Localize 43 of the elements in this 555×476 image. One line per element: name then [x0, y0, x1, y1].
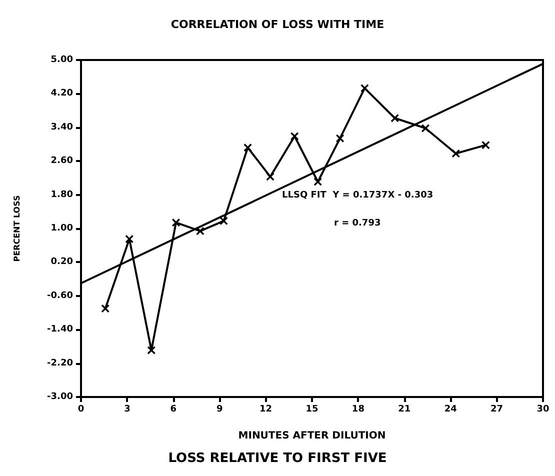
- point: [101, 304, 110, 313]
- point: [482, 141, 490, 150]
- y-tick-label: 2.60: [50, 156, 73, 166]
- annotation: LLSQ FIT Y = 0.1737X - 0.303: [282, 190, 434, 200]
- point: [452, 150, 460, 158]
- x-tick-label: 21: [398, 404, 411, 414]
- x-tick-label: 24: [444, 404, 457, 414]
- y-tick-label: -3.00: [47, 392, 73, 402]
- point: [290, 132, 299, 140]
- point: [360, 84, 369, 92]
- x-tick-label: 30: [536, 404, 550, 414]
- y-tick-label: -2.20: [47, 358, 73, 368]
- y-tick-label: 4.20: [50, 88, 73, 99]
- point: [390, 114, 399, 122]
- point: [220, 216, 228, 225]
- point: [244, 144, 252, 152]
- x-tick-label: 18: [352, 404, 364, 414]
- y-tick-label: 0.20: [50, 257, 73, 268]
- point: [266, 172, 274, 181]
- point: [336, 134, 344, 142]
- y-tick-label: 1.80: [50, 190, 73, 200]
- point: [147, 346, 156, 354]
- chart-title: CORRELATION OF LOSS WITH TIME: [170, 18, 384, 31]
- x-tick-label: 12: [260, 404, 272, 414]
- y-axis-title: PERCENT LOSS: [12, 194, 22, 262]
- point: [125, 235, 134, 244]
- x-tick-label: 3: [124, 404, 130, 414]
- point: [172, 218, 180, 227]
- text: LOSS RELATIVE TO FIRST FIVE: [168, 451, 387, 466]
- x-axis-title: MINUTES AFTER DILUTION: [238, 430, 386, 442]
- x-tick-label: 27: [490, 404, 504, 414]
- y-tick-label: 3.40: [50, 122, 73, 132]
- y-tick-label: -1.40: [47, 324, 73, 335]
- y-tick-label: 1.00: [50, 224, 73, 234]
- x-tick-label: 0: [78, 404, 84, 414]
- x-tick-label: 15: [306, 404, 318, 414]
- annotation: r = 0.793: [334, 218, 381, 228]
- point: [314, 178, 322, 186]
- point: [196, 227, 204, 236]
- y-tick-label: -0.60: [47, 290, 73, 301]
- x-tick-label: 9: [216, 404, 223, 414]
- y-tick-label: 5.00: [50, 55, 73, 65]
- x-tick-label: 6: [170, 404, 177, 414]
